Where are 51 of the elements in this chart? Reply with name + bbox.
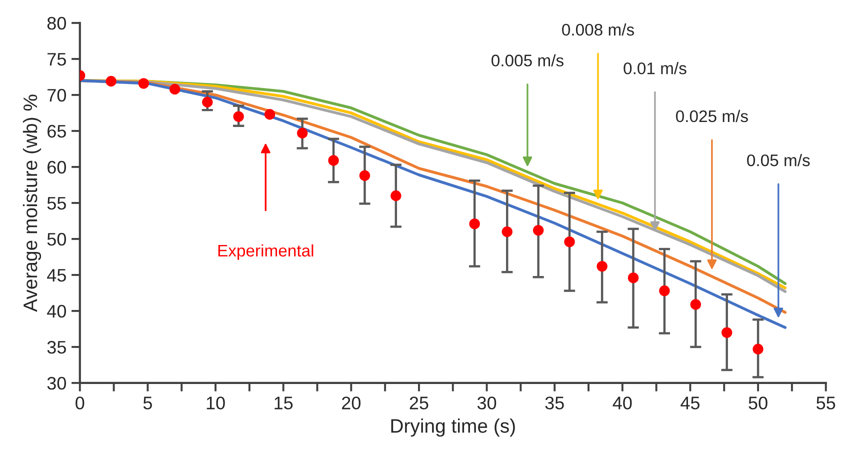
point [138, 78, 149, 89]
x-tick-label: 20 [342, 396, 360, 410]
y-tick-label: 75 [48, 53, 66, 66]
y-tick-label: 35 [47, 340, 66, 354]
point [359, 170, 370, 181]
point [202, 96, 213, 108]
y-tick-label: 50 [47, 232, 66, 246]
point [722, 327, 732, 338]
y-axis-title: Average moisture (wb) % [22, 94, 42, 312]
annotation: Experimental [218, 244, 314, 260]
point [169, 84, 180, 95]
x-tick-label: 30 [477, 396, 496, 410]
y-tick-label: 45 [47, 269, 66, 282]
point [659, 285, 670, 296]
point [106, 76, 116, 87]
x-tick-label: 10 [206, 396, 225, 410]
point [690, 299, 702, 310]
y-tick-label: 55 [47, 197, 66, 210]
annotation: 0.005 m/s [492, 54, 564, 66]
point [752, 344, 764, 354]
x-tick-label: 25 [410, 396, 428, 410]
x-tick-label: 45 [680, 396, 700, 410]
point [390, 190, 402, 202]
point [532, 224, 544, 236]
y-tick-label: 80 [47, 16, 66, 30]
x-tick-label: 50 [748, 396, 768, 410]
x-tick-label: 35 [545, 396, 564, 410]
point [233, 111, 244, 122]
point [564, 236, 575, 248]
x-axis-title: Drying time (s) [391, 418, 515, 437]
y-tick-label: 65 [48, 124, 66, 138]
x-tick-label: 15 [274, 396, 293, 410]
annotation: 0.025 m/s [676, 110, 748, 122]
annotation: 0.05 m/s [747, 154, 810, 166]
x-tick-label: 0 [76, 396, 84, 410]
point [469, 218, 480, 230]
x-tick-label: 40 [612, 396, 632, 410]
point [296, 128, 308, 138]
point [628, 272, 639, 284]
annotation: 0.008 m/s [562, 23, 634, 36]
y-tick-label: 40 [47, 304, 66, 318]
y-tick-label: 30 [47, 376, 66, 390]
annotation: 0.01 m/s [624, 62, 686, 74]
point [502, 226, 512, 238]
point [264, 109, 276, 120]
point [328, 155, 339, 166]
point [596, 260, 608, 272]
x-tick-label: 5 [143, 396, 152, 410]
y-tick-label: 70 [48, 88, 66, 102]
x-tick-label: 55 [816, 396, 836, 410]
y-tick-label: 60 [48, 160, 66, 174]
